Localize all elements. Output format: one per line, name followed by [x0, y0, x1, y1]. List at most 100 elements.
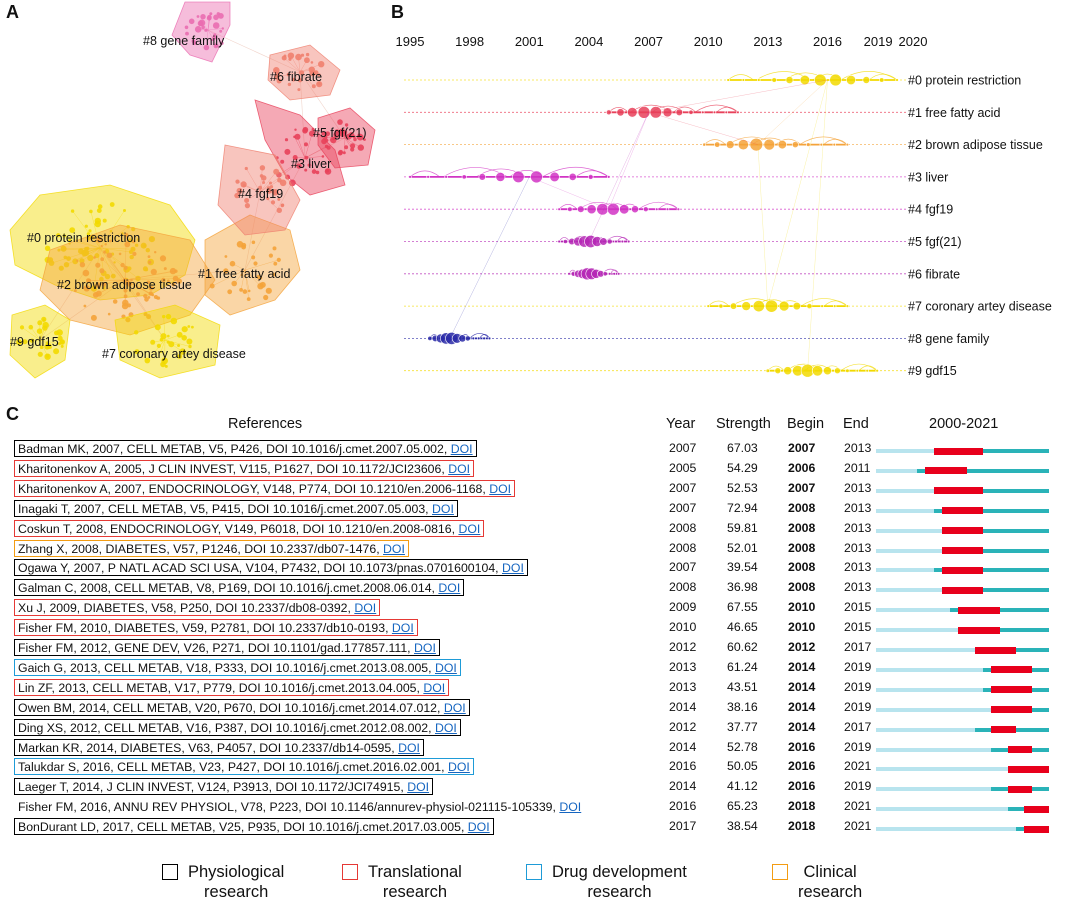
- network-node: [288, 57, 292, 61]
- network-node: [90, 314, 97, 321]
- network-node: [324, 168, 332, 175]
- network-node: [49, 346, 52, 349]
- network-node: [321, 131, 326, 136]
- network-node: [86, 236, 91, 241]
- reference-text: Galman C, 2008, CELL METAB, V8, P169, DO…: [18, 581, 439, 596]
- cell-year: 2010: [669, 620, 697, 635]
- network-node: [268, 253, 273, 258]
- timeline-before: [876, 667, 984, 672]
- timeline-node: [725, 140, 735, 149]
- network-node: [106, 252, 113, 259]
- doi-link[interactable]: DOI: [489, 481, 512, 496]
- doi-link[interactable]: DOI: [354, 601, 377, 616]
- timeline-node: [832, 142, 836, 147]
- citation-burst-table: References Year Strength Begin End 2000-…: [0, 410, 1065, 836]
- network-link: [39, 279, 126, 341]
- doi-link[interactable]: DOI: [434, 720, 457, 735]
- network-node: [39, 345, 44, 350]
- network-node: [109, 239, 112, 243]
- cell-begin: 2014: [788, 719, 816, 734]
- network-node: [337, 119, 343, 125]
- cell-year: 2008: [669, 540, 697, 555]
- network-node: [294, 157, 298, 161]
- timeline-node: [726, 78, 730, 82]
- header-references: References: [228, 416, 303, 432]
- timeline-arc: [694, 104, 739, 113]
- network-node: [146, 280, 151, 285]
- cell-year: 2016: [669, 759, 697, 774]
- network-node: [244, 203, 250, 209]
- timeline-active: [933, 568, 1049, 573]
- timeline-node: [814, 73, 827, 87]
- doi-link[interactable]: DOI: [438, 581, 461, 596]
- timeline-arc: [840, 363, 878, 371]
- network-edge: [284, 57, 301, 73]
- doi-link[interactable]: DOI: [559, 800, 582, 815]
- cell-year: 2013: [669, 659, 697, 674]
- network-node: [272, 272, 276, 277]
- doi-link[interactable]: DOI: [443, 700, 466, 715]
- network-link: [299, 71, 346, 139]
- doi-link[interactable]: DOI: [398, 740, 420, 755]
- doi-link[interactable]: DOI: [467, 820, 490, 835]
- network-node: [16, 339, 22, 346]
- timeline-node: [616, 108, 625, 117]
- legend-swatch-physiological: [162, 864, 178, 880]
- network-edge: [244, 269, 249, 300]
- timeline-node: [764, 299, 778, 313]
- timeline-node: [741, 78, 746, 82]
- doi-link[interactable]: DOI: [450, 442, 473, 456]
- timeline-arc: [409, 170, 441, 178]
- doi-link[interactable]: DOI: [502, 561, 524, 576]
- doi-link[interactable]: DOI: [448, 461, 471, 476]
- burst-bar: [991, 706, 1033, 714]
- timeline-node: [568, 172, 577, 181]
- network-edge: [278, 157, 306, 175]
- doi-link[interactable]: DOI: [391, 621, 414, 636]
- doi-link[interactable]: DOI: [423, 680, 446, 695]
- doi-link[interactable]: DOI: [447, 760, 470, 775]
- timeline-before: [876, 628, 959, 633]
- timeline-node: [464, 335, 471, 342]
- timeline-arc: [469, 333, 490, 339]
- network-node: [216, 12, 220, 16]
- network-edge: [201, 22, 209, 31]
- cell-strength: 52.53: [727, 480, 758, 495]
- doi-link[interactable]: DOI: [458, 521, 481, 536]
- timeline-node: [637, 106, 651, 119]
- network-node: [181, 326, 188, 333]
- network-node: [118, 252, 122, 256]
- cell-begin: 2007: [788, 441, 816, 455]
- network-node: [247, 289, 251, 293]
- timeline-node: [774, 367, 782, 375]
- timeline-before: [876, 827, 1016, 832]
- cell-year: 2012: [669, 719, 697, 734]
- reference-text: Coskun T, 2008, ENDOCRINOLOGY, V149, P60…: [18, 521, 459, 536]
- network-node: [201, 25, 205, 30]
- cell-strength: 37.77: [727, 719, 758, 734]
- network-node: [74, 289, 77, 293]
- cell-begin: 2008: [788, 580, 816, 595]
- network-node: [325, 131, 330, 137]
- network-node: [262, 181, 266, 184]
- network-node: [317, 73, 321, 77]
- timeline-before: [876, 548, 942, 553]
- doi-link[interactable]: DOI: [407, 780, 430, 795]
- network-node: [56, 233, 61, 238]
- cluster-label-7: #7 coronary artey disease: [102, 347, 246, 361]
- network-node: [274, 69, 277, 73]
- doi-link[interactable]: DOI: [432, 501, 454, 516]
- timeline-arc: [823, 300, 848, 307]
- timeline-tick-2019: 2019: [864, 34, 893, 49]
- doi-link[interactable]: DOI: [383, 541, 405, 556]
- network-node: [273, 67, 280, 74]
- timeline-label-2: #2 brown adipose tissue: [908, 138, 1043, 152]
- doi-link[interactable]: DOI: [414, 641, 436, 655]
- network-node: [163, 267, 167, 271]
- burst-bar: [1024, 825, 1049, 833]
- timeline-label-3: #3 liver: [908, 170, 948, 184]
- doi-link[interactable]: DOI: [434, 660, 457, 675]
- reference-row-2: Kharitonenkov A, 2007, ENDOCRINOLOGY, V1…: [14, 479, 516, 497]
- network-edge: [290, 55, 301, 73]
- network-edge: [198, 29, 209, 31]
